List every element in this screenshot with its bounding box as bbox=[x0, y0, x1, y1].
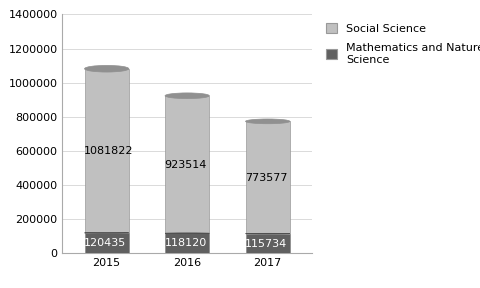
Ellipse shape bbox=[246, 119, 290, 124]
Text: 773577: 773577 bbox=[245, 173, 288, 183]
Bar bbox=[246, 121, 290, 253]
Bar bbox=[246, 234, 290, 253]
Text: 1081822: 1081822 bbox=[84, 146, 133, 156]
Bar bbox=[165, 96, 209, 253]
Bar bbox=[84, 233, 129, 253]
Ellipse shape bbox=[246, 233, 290, 234]
Text: 120435: 120435 bbox=[84, 238, 126, 248]
Text: 115734: 115734 bbox=[245, 238, 288, 249]
Bar bbox=[84, 69, 129, 253]
Text: 923514: 923514 bbox=[165, 160, 207, 170]
Ellipse shape bbox=[84, 232, 129, 233]
Ellipse shape bbox=[165, 233, 209, 234]
Bar bbox=[165, 233, 209, 253]
Ellipse shape bbox=[84, 65, 129, 72]
Legend: Social Science, Mathematics and Nature
Science: Social Science, Mathematics and Nature S… bbox=[323, 20, 480, 68]
Ellipse shape bbox=[165, 93, 209, 98]
Text: 118120: 118120 bbox=[165, 238, 207, 248]
